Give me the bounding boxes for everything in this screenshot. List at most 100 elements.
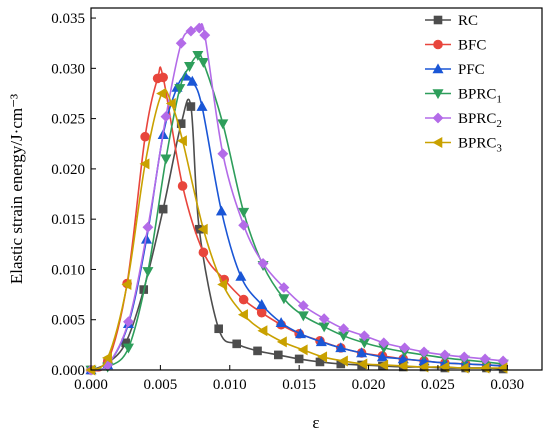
data-point	[177, 181, 188, 191]
data-point	[198, 247, 209, 258]
x-tick-label: 0.015	[282, 377, 316, 393]
legend-item-rc: RC	[425, 13, 478, 29]
data-point	[238, 294, 249, 305]
data-point	[140, 131, 150, 142]
data-point	[186, 75, 198, 86]
data-point	[378, 359, 389, 371]
data-point	[158, 204, 168, 214]
legend-item-bprc1: BPRC1	[425, 87, 502, 106]
series-line-bprc3	[90, 88, 504, 371]
x-tick-label: 0.000	[74, 377, 108, 393]
data-point	[174, 84, 186, 95]
x-tick-label: 0.010	[213, 377, 247, 393]
y-tick-label: 0.005	[51, 313, 85, 329]
x-tick-label: 0.005	[144, 377, 178, 393]
data-point	[160, 111, 172, 123]
legend-label-main: BPRC	[458, 136, 496, 152]
data-point	[275, 317, 287, 328]
legend-marker	[432, 112, 444, 124]
data-point	[378, 337, 390, 349]
data-point	[276, 336, 287, 348]
data-point	[217, 279, 228, 291]
data-point	[338, 323, 349, 335]
data-point	[294, 354, 304, 364]
data-point	[238, 207, 250, 218]
legend-label-subscript: 3	[496, 143, 502, 155]
data-point	[376, 351, 388, 362]
plot-area-frame	[90, 7, 543, 371]
data-point	[238, 309, 248, 321]
legend-label: RC	[458, 13, 478, 29]
data-point	[142, 267, 154, 278]
y-tick-label: 0.035	[51, 11, 85, 27]
data-point	[295, 328, 307, 339]
data-point	[142, 221, 154, 233]
legend-item-bprc2: BPRC2	[425, 111, 502, 130]
legend-marker	[433, 39, 443, 50]
data-point	[257, 325, 268, 337]
data-point	[165, 98, 176, 110]
data-point	[235, 270, 247, 281]
data-point	[257, 257, 269, 269]
data-point	[418, 346, 430, 358]
data-point	[253, 346, 262, 356]
series-line-bfc	[90, 66, 504, 372]
data-point	[315, 336, 327, 347]
legend-label: BPRC3	[458, 136, 502, 155]
legend-label: BFC	[458, 38, 486, 54]
data-point	[158, 72, 168, 83]
legend-label-main: PFC	[458, 62, 485, 78]
data-point	[357, 358, 368, 370]
x-axis-title: ε	[312, 413, 319, 432]
data-point	[356, 347, 368, 358]
x-tick-label: 0.030	[490, 377, 524, 393]
legend-label: BPRC2	[458, 111, 502, 130]
legend-marker	[432, 63, 444, 74]
legend-label: BPRC1	[458, 87, 502, 106]
data-point	[335, 342, 347, 353]
data-point	[256, 307, 267, 318]
data-point	[160, 154, 172, 165]
series-line-bprc1	[90, 53, 504, 371]
legend-label-subscript: 2	[496, 118, 502, 130]
data-point	[214, 324, 223, 334]
data-point	[274, 350, 283, 360]
legend-marker	[432, 89, 444, 100]
legend-item-pfc: PFC	[425, 62, 485, 78]
data-point	[121, 279, 132, 291]
data-point	[122, 343, 134, 354]
series-bprc3	[85, 87, 508, 376]
series-line-bprc2	[90, 23, 504, 371]
y-tick-label: 0.010	[51, 262, 85, 278]
legend-label-main: BPRC	[458, 87, 496, 103]
data-point	[156, 87, 167, 99]
data-point	[123, 316, 134, 328]
data-point	[297, 311, 309, 322]
data-point	[358, 330, 370, 342]
y-tick-label: 0.015	[51, 212, 85, 228]
legend-label-main: RC	[458, 13, 478, 29]
legend-label-main: BFC	[458, 38, 486, 54]
data-point	[186, 102, 196, 111]
legend-item-bfc: BFC	[425, 38, 486, 54]
data-point	[256, 299, 268, 309]
data-point	[185, 25, 197, 37]
y-tick-label: 0.000	[51, 363, 85, 379]
series-bprc1	[85, 50, 509, 376]
x-axis: 0.000 0.005 0.010 0.015 0.020 0.025 0.030	[74, 365, 524, 393]
legend-marker	[433, 15, 443, 25]
data-point	[399, 342, 411, 354]
y-tick-label: 0.025	[51, 112, 85, 128]
legend-marker	[432, 136, 443, 149]
y-axis-title: Elastic strain energy/J·cm⁻³	[7, 94, 26, 284]
data-point	[193, 22, 205, 34]
data-point	[238, 219, 250, 231]
data-point	[479, 353, 491, 365]
legend-label: PFC	[458, 62, 485, 78]
data-point	[317, 351, 328, 363]
data-point	[102, 352, 112, 364]
y-tick-label: 0.030	[51, 61, 85, 77]
series-line-pfc	[90, 75, 504, 371]
